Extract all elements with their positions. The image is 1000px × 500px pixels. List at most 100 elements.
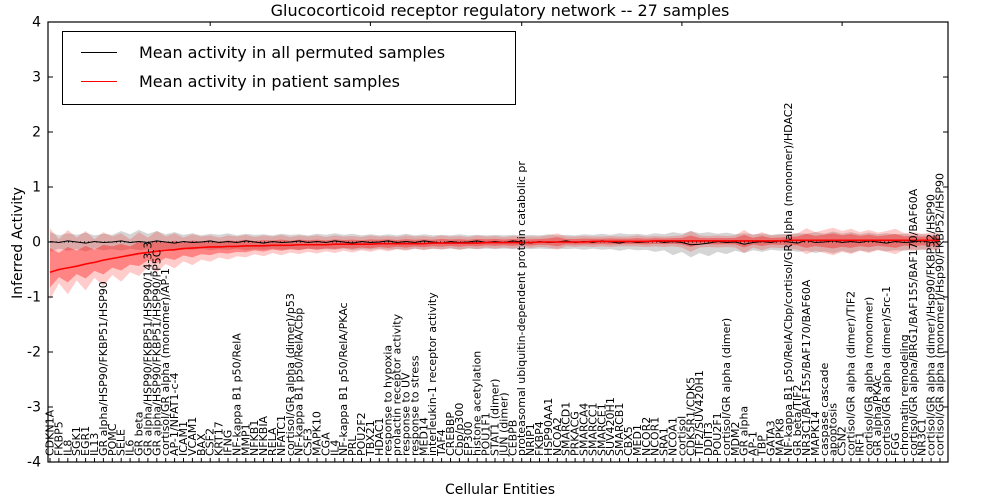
x-tick-label: MAPK10 (311, 411, 324, 456)
x-tick-label: NCOR2 (640, 417, 653, 456)
x-tick-label: GR alpha/HSP90/FKBP51/HSP90/14-3-3 (141, 242, 154, 456)
x-tick-label: GR beta/TIF2 (791, 385, 804, 456)
x-tick-label: GR alpha (738, 406, 751, 456)
x-tick-label: NF-kappa B1 p50/RelA (230, 333, 243, 456)
x-tick-label: NF-kappa B1 p50/RelA/Cbp/cortisol/GR alp… (782, 103, 795, 456)
x-tick-label: CSF3 (302, 428, 315, 456)
x-tick-label: SMARCE1 (595, 403, 608, 456)
x-tick-label: NF-kappa B1 p50/RelA/PKAc (337, 302, 350, 456)
x-tick-label: EGR1 (79, 426, 92, 456)
x-tick-label: caspase cascade (818, 362, 831, 456)
x-tick-label: GR alpha/PKAc (871, 375, 884, 456)
x-tick-label: cortisol/GR alpha (dimer)/Src-1 (880, 286, 893, 456)
x-tick-label: IRF1 (853, 432, 866, 456)
x-tick-label: apoptosis (827, 403, 840, 456)
legend-label-permuted: Mean activity in all permuted samples (139, 43, 446, 62)
x-tick-label: POU2F1 (711, 412, 724, 456)
x-tick-label: EP300 (462, 421, 475, 456)
y-tick-label: -1 (27, 290, 41, 306)
y-tick-label: 3 (32, 70, 41, 86)
x-tick-label: MAPK14 (809, 411, 822, 456)
x-tick-label: histone acetylation (471, 351, 484, 456)
y-tick-label: -3 (27, 400, 41, 416)
legend-row-patient: Mean activity in patient samples (63, 67, 515, 96)
x-tick-label: VCAM1 (186, 417, 199, 456)
x-tick-label: HSP90AA1 (542, 398, 555, 456)
legend-row-permuted: Mean activity in all permuted samples (63, 38, 515, 67)
x-tick-label: SRA1 (658, 427, 671, 456)
x-tick-label: TBX21 (364, 420, 377, 457)
x-tick-label: CREBBP (444, 412, 457, 456)
x-tick-label: GR alpha/HSP90/FKBP51/HSP90/PP5C (150, 249, 163, 456)
x-tick-label: POU2F2 (355, 412, 368, 456)
x-tick-label: IL13 (88, 433, 101, 456)
x-tick-label: interleukin-1 receptor activity (426, 292, 439, 456)
x-tick-label: SMARCD1 (560, 402, 573, 456)
x-tick-label: JUN (dimer) (497, 392, 510, 457)
x-tick-label: NRIP1 (524, 423, 537, 456)
x-axis-label: Cellular Entities (444, 482, 556, 498)
x-tick-label: cortisol/GR alpha (monomer) (862, 297, 875, 456)
x-tick-label: NFKB1 (248, 420, 261, 456)
x-tick-label: cortisol/GR alpha (dimer)/p53 (284, 293, 297, 456)
x-tick-label: FKBP4 (533, 421, 546, 456)
y-axis-label: Inferred Activity (10, 187, 26, 299)
y-tick-label: 0 (32, 235, 41, 251)
x-tick-label: HDAC1 (373, 417, 386, 456)
chart-title: Glucocorticoid receptor regulatory netwo… (270, 1, 730, 20)
x-tick-label: CBX5 (622, 426, 635, 456)
x-tick-label: FGG (889, 433, 902, 456)
x-tick-label: DDIT3 (702, 422, 715, 456)
x-tick-label: cortisol/GR alpha/BRG1/BAF155/BAF170/BAF… (907, 188, 920, 456)
x-tick-label: MED14 (417, 417, 430, 456)
x-tick-label: GR alpha/HSP90/FKBP51/HSP90 (97, 281, 110, 456)
x-tick-label: NCOA1 (667, 417, 680, 456)
x-tick-label: SGK1 (70, 426, 83, 456)
x-tick-label: IFNG (222, 430, 235, 456)
x-tick-label: CSF2 (204, 428, 217, 456)
x-tick-label: CGA (319, 432, 332, 456)
x-tick-label: NFKBIA (257, 415, 270, 456)
x-tick-label: IL6 (124, 440, 137, 456)
x-tick-label: BAX (195, 433, 208, 456)
x-tick-label: response to stress (408, 355, 421, 456)
x-tick-label: cortisol/GR alpha (dimer)/Hsp90/FKBP52/H… (925, 194, 938, 456)
x-tick-label: POMC (106, 423, 119, 456)
x-tick-label: AP-1 (747, 431, 760, 456)
x-tick-label: chromatin remodeling (898, 334, 911, 456)
x-tick-label: NR3C1 (916, 418, 929, 456)
x-tick-label: POU1F1 (480, 412, 493, 456)
x-tick-label: IL8 (61, 440, 74, 456)
x-tick-label: cortisol/GR alpha (monomer)/AP-1 (159, 268, 172, 456)
permuted-band (50, 229, 940, 258)
x-tick-label: SMARCA4 (578, 403, 591, 456)
x-tick-label: cortisol (675, 416, 688, 456)
x-tick-label: CDKN1A (44, 409, 57, 456)
plot-border (47, 21, 949, 463)
y-tick-label: 4 (32, 15, 41, 31)
x-tick-label: GR beta (133, 412, 146, 456)
x-tick-label: ICAM1 (177, 421, 190, 456)
permuted-mean-line (49, 239, 941, 246)
x-tick-label: GATA3 (764, 420, 777, 456)
legend-label-patient: Mean activity in patient samples (139, 72, 400, 91)
x-tick-label: TIF2/SUV420H1 (693, 370, 706, 457)
patient-line-swatch (81, 81, 117, 82)
x-tick-label: SUV420H1 (604, 397, 617, 456)
x-tick-label: MMP1 (239, 423, 252, 456)
x-tick-label: cortisol/GR alpha (dimer)/TIF2 (845, 291, 858, 456)
x-tick-label: IL4 (328, 440, 341, 456)
x-tick-label: RELA (266, 427, 279, 456)
x-tick-label: TBP (756, 435, 769, 457)
x-tick-label: NCOR1 (649, 417, 662, 456)
x-tick-label: MDM2 (729, 422, 742, 456)
x-tick-label: CSN2 (836, 426, 849, 456)
x-tick-label: FKBP5 (52, 421, 65, 456)
x-tick-label: SMARCB1 (613, 403, 626, 456)
legend: Mean activity in all permuted samples Me… (62, 31, 516, 105)
x-tick-label: response to UV (400, 372, 413, 456)
x-tick-label: Cbp/p300 (453, 403, 466, 456)
y-tick-label: -4 (27, 455, 41, 471)
